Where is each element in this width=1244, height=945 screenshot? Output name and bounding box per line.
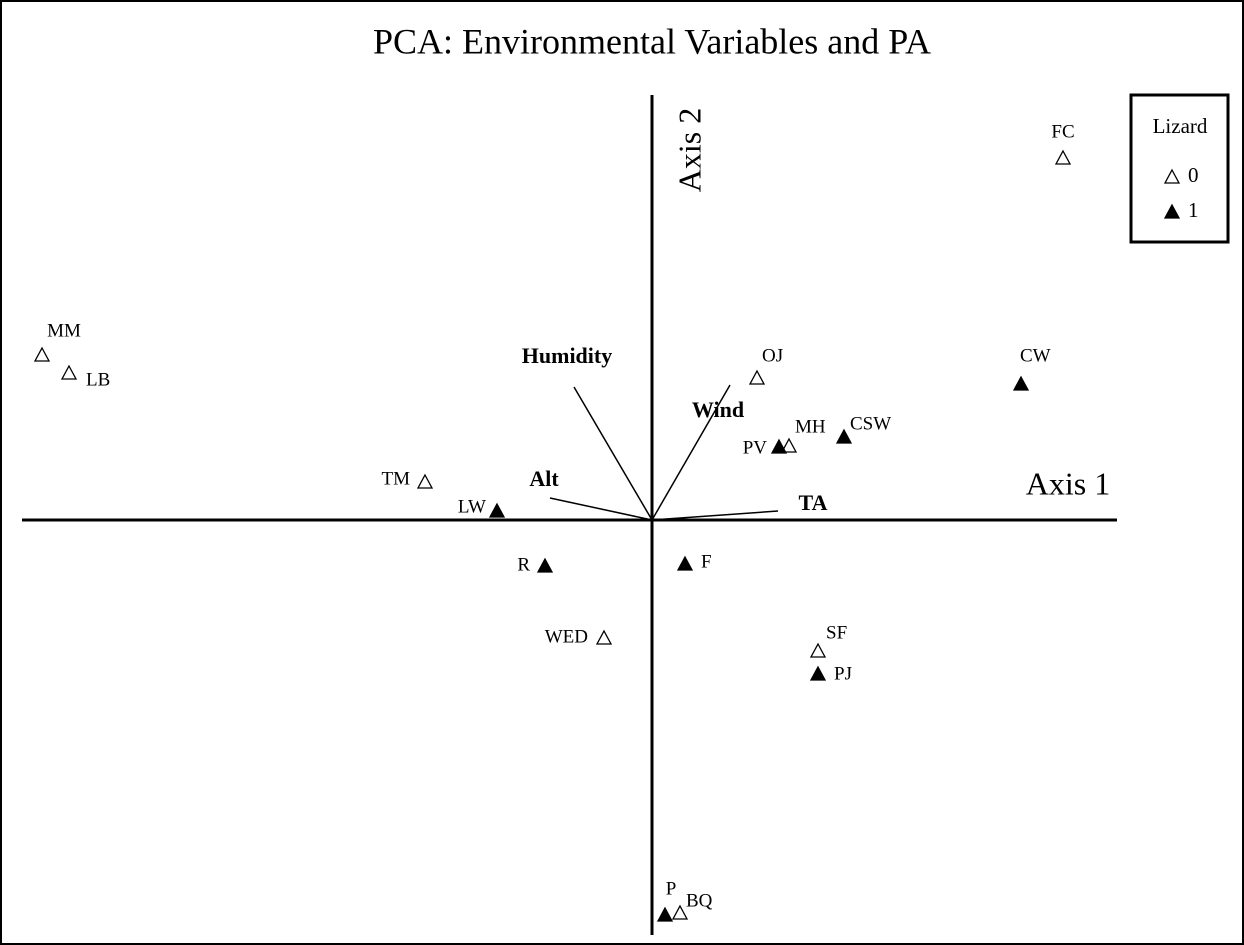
point-label: OJ <box>762 345 783 366</box>
legend-label: 0 <box>1188 163 1199 187</box>
y-axis-label: Axis 2 <box>671 108 707 192</box>
x-axis-label: Axis 1 <box>1026 465 1110 501</box>
point-label: CW <box>1020 345 1051 366</box>
vector-label: Alt <box>529 466 559 491</box>
point <box>416 473 434 489</box>
point <box>748 369 766 385</box>
point <box>770 438 788 454</box>
legend-title: Lizard <box>1153 114 1208 138</box>
legend-marker <box>1163 203 1181 219</box>
point-label: R <box>517 554 530 575</box>
point <box>595 629 613 645</box>
point-label: WED <box>545 626 588 647</box>
point <box>835 428 853 444</box>
point <box>671 904 689 920</box>
point-label: F <box>701 551 712 572</box>
point <box>60 364 78 380</box>
point-label: MM <box>47 320 81 341</box>
point <box>780 437 798 453</box>
loading-vector <box>651 384 731 521</box>
point <box>809 665 827 681</box>
legend-marker <box>1163 168 1181 184</box>
point <box>809 642 827 658</box>
point <box>488 502 506 518</box>
vector-label: Humidity <box>522 343 612 368</box>
point-label: TM <box>382 468 411 489</box>
loading-vector <box>651 510 779 521</box>
point-label: LB <box>86 369 110 390</box>
point-label: P <box>666 878 677 899</box>
legend-label: 1 <box>1188 198 1199 222</box>
point-label: FC <box>1051 121 1074 142</box>
vector-label: TA <box>799 490 828 515</box>
point <box>676 555 694 571</box>
point-label: PJ <box>834 663 852 684</box>
vector-label: Wind <box>692 397 744 422</box>
point <box>536 557 554 573</box>
loading-vector <box>573 386 653 521</box>
point <box>1054 149 1072 165</box>
point-label: PV <box>743 437 768 458</box>
point <box>33 346 51 362</box>
point <box>1012 375 1030 391</box>
point-label: CSW <box>850 413 891 434</box>
point-label: BQ <box>686 890 713 911</box>
point-label: SF <box>826 622 847 643</box>
loading-vector <box>549 497 653 521</box>
point-label: LW <box>458 496 486 517</box>
chart-title: PCA: Environmental Variables and PA <box>373 21 931 61</box>
point <box>656 906 674 922</box>
legend-box <box>1129 93 1230 244</box>
point-label: MH <box>795 416 826 437</box>
